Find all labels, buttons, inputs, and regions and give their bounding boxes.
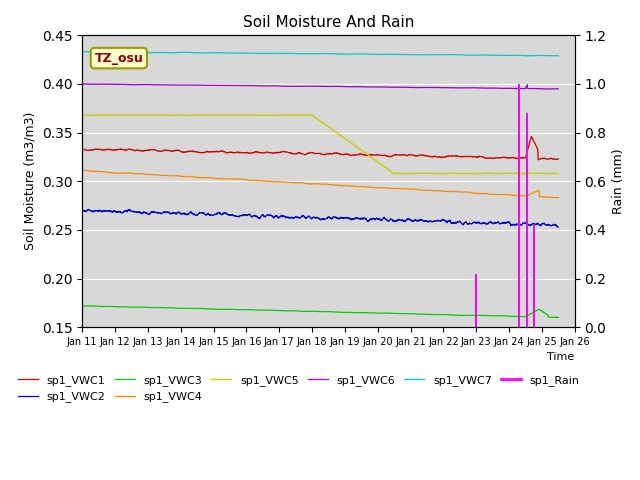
sp1_VWC4: [351, 183, 359, 189]
sp1_VWC4: [508, 192, 515, 198]
sp1_VWC6: [162, 82, 170, 88]
sp1_VWC5: [472, 171, 479, 177]
sp1_VWC3: [554, 314, 562, 320]
sp1_VWC4: [515, 193, 522, 199]
sp1_VWC7: [78, 49, 86, 55]
sp1_VWC5: [508, 170, 515, 176]
Line: sp1_VWC3: sp1_VWC3: [82, 306, 558, 317]
sp1_VWC4: [79, 168, 86, 173]
Line: sp1_VWC4: sp1_VWC4: [82, 170, 558, 198]
Legend: sp1_VWC1, sp1_VWC2, sp1_VWC3, sp1_VWC4, sp1_VWC5, sp1_VWC6, sp1_VWC7, sp1_Rain: sp1_VWC1, sp1_VWC2, sp1_VWC3, sp1_VWC4, …: [13, 371, 584, 407]
Line: sp1_VWC5: sp1_VWC5: [82, 115, 558, 174]
sp1_VWC1: [527, 133, 535, 139]
sp1_VWC5: [239, 112, 247, 118]
sp1_VWC4: [78, 168, 86, 173]
sp1_VWC5: [351, 144, 359, 149]
Title: Soil Moisture And Rain: Soil Moisture And Rain: [243, 15, 414, 30]
sp1_VWC2: [515, 221, 522, 227]
sp1_VWC1: [515, 155, 522, 161]
sp1_VWC1: [508, 155, 515, 160]
sp1_VWC5: [554, 171, 562, 177]
sp1_VWC3: [88, 303, 95, 309]
sp1_VWC6: [546, 86, 554, 92]
sp1_VWC4: [163, 173, 170, 179]
sp1_VWC2: [163, 209, 170, 215]
sp1_VWC3: [162, 305, 170, 311]
Text: TZ_osu: TZ_osu: [95, 51, 143, 65]
Line: sp1_VWC6: sp1_VWC6: [82, 84, 558, 89]
sp1_VWC4: [553, 195, 561, 201]
sp1_VWC5: [78, 112, 86, 118]
sp1_VWC7: [525, 53, 532, 59]
sp1_VWC2: [351, 215, 359, 221]
sp1_VWC6: [351, 84, 359, 90]
Line: sp1_VWC1: sp1_VWC1: [82, 136, 558, 160]
sp1_VWC7: [162, 49, 170, 55]
sp1_VWC3: [515, 313, 522, 319]
sp1_VWC2: [162, 210, 170, 216]
sp1_VWC6: [554, 86, 562, 92]
sp1_VWC1: [351, 152, 359, 158]
sp1_VWC1: [554, 156, 562, 162]
sp1_VWC4: [162, 173, 170, 179]
sp1_VWC6: [79, 81, 86, 87]
sp1_VWC6: [163, 82, 170, 88]
sp1_VWC2: [508, 222, 515, 228]
sp1_VWC5: [163, 112, 170, 118]
sp1_VWC2: [84, 206, 92, 212]
sp1_VWC5: [162, 112, 170, 118]
sp1_VWC2: [78, 207, 86, 213]
X-axis label: Time: Time: [547, 352, 575, 362]
sp1_VWC5: [461, 171, 468, 177]
sp1_VWC6: [515, 85, 522, 91]
sp1_VWC7: [351, 51, 359, 57]
sp1_VWC3: [461, 312, 468, 318]
Bar: [476, 274, 477, 327]
sp1_VWC7: [508, 52, 515, 58]
sp1_VWC4: [554, 195, 562, 201]
sp1_VWC4: [461, 189, 468, 195]
sp1_VWC7: [163, 50, 170, 56]
sp1_VWC2: [554, 224, 562, 230]
sp1_VWC3: [163, 305, 170, 311]
sp1_VWC6: [461, 85, 468, 91]
sp1_VWC3: [508, 313, 515, 319]
sp1_VWC5: [515, 170, 522, 176]
sp1_VWC7: [554, 53, 562, 59]
sp1_VWC1: [162, 147, 170, 153]
sp1_VWC2: [461, 219, 468, 225]
sp1_VWC1: [535, 157, 543, 163]
sp1_VWC6: [508, 85, 515, 91]
Bar: [518, 84, 520, 327]
Y-axis label: Soil Moisture (m3/m3): Soil Moisture (m3/m3): [23, 112, 36, 251]
sp1_VWC1: [78, 146, 86, 152]
sp1_VWC7: [461, 52, 468, 58]
Line: sp1_VWC7: sp1_VWC7: [82, 52, 558, 56]
sp1_VWC1: [460, 154, 468, 159]
Bar: [532, 225, 534, 327]
sp1_VWC3: [78, 303, 86, 309]
Line: sp1_VWC2: sp1_VWC2: [82, 209, 558, 227]
sp1_VWC7: [515, 52, 522, 58]
sp1_VWC3: [554, 314, 562, 320]
Y-axis label: Rain (mm): Rain (mm): [612, 148, 625, 214]
Bar: [526, 113, 528, 327]
sp1_VWC7: [85, 49, 93, 55]
sp1_VWC1: [163, 147, 170, 153]
sp1_VWC6: [78, 81, 86, 87]
sp1_VWC3: [351, 310, 359, 315]
